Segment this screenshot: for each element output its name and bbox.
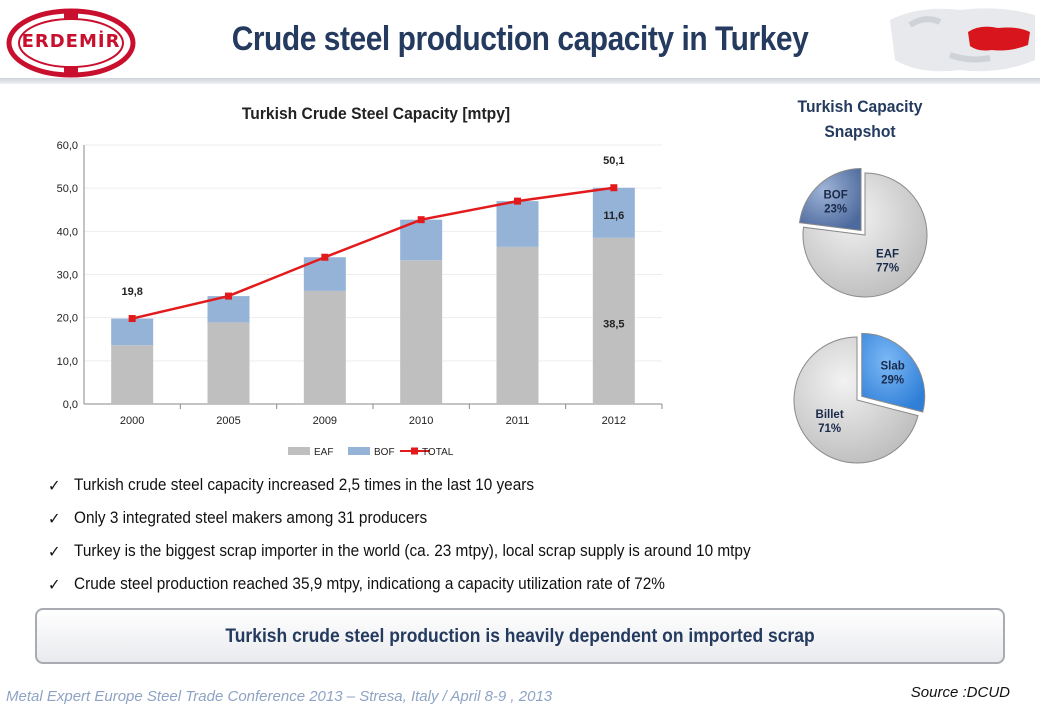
total-line <box>131 186 615 320</box>
y-tick-label: 20,0 <box>57 313 78 325</box>
total-point <box>417 216 425 224</box>
total-point <box>128 315 136 323</box>
pie-slice-slab <box>861 332 926 413</box>
bullet-item: ✓ Turkish crude steel capacity increased … <box>48 476 885 509</box>
x-tick-label: 2000 <box>120 415 144 427</box>
bar-eaf <box>496 246 539 404</box>
y-tick-label: 60,0 <box>57 140 78 152</box>
bar-eaf <box>400 260 443 404</box>
erdemir-logo: ERDEMİR <box>6 8 136 78</box>
check-icon: ✓ <box>48 476 61 495</box>
bullet-text: Crude steel production reached 35,9 mtpy… <box>74 575 665 593</box>
check-icon: ✓ <box>48 542 61 561</box>
check-icon: ✓ <box>48 575 61 594</box>
turkey-map-icon <box>880 0 1040 80</box>
bullet-text: Turkey is the biggest scrap importer in … <box>74 542 751 560</box>
page-title: Crude steel production capacity in Turke… <box>231 20 809 58</box>
legend-swatch-eaf <box>288 447 310 455</box>
pie-slice-percent: 77% <box>876 263 899 275</box>
data-label: 19,8 <box>121 286 142 298</box>
bar-eaf <box>303 290 346 404</box>
y-tick-label: 10,0 <box>57 356 78 368</box>
total-point <box>225 292 232 300</box>
bullet-text: Turkish crude steel capacity increased 2… <box>74 476 535 494</box>
y-tick-label: 50,0 <box>57 183 78 195</box>
pie-slice-percent: 71% <box>818 423 841 435</box>
logo-shape <box>6 8 136 78</box>
footer: Metal Expert Europe Steel Trade Conferen… <box>0 678 1040 720</box>
x-tick-label: 2010 <box>409 415 433 427</box>
logo-text: ERDEMİR <box>21 31 121 52</box>
legend-label: TOTAL <box>422 447 454 458</box>
bullet-item: ✓ Only 3 integrated steel makers among 31… <box>48 509 885 542</box>
bullet-item: ✓ Turkey is the biggest scrap importer in… <box>48 542 885 575</box>
legend-label: EAF <box>314 447 333 458</box>
source-note: Source :DCUD <box>910 684 1010 701</box>
bar-bof <box>592 187 635 238</box>
pie-slice-label: EAF <box>876 249 899 261</box>
legend-swatch-bof <box>348 447 370 455</box>
pie-slice-label: Slab <box>880 360 904 372</box>
x-tick-label: 2012 <box>602 415 626 427</box>
data-label: 38,5 <box>603 318 624 330</box>
y-tick-label: 0,0 <box>63 399 78 411</box>
bar-bof <box>111 318 154 346</box>
bar-bof <box>496 201 539 247</box>
pie-slice-label: Billet <box>816 409 844 421</box>
bullet-item: ✓ Crude steel production reached 35,9 mtp… <box>48 575 885 608</box>
bar-chart-title: Turkish Crude Steel Capacity [mtpy] <box>241 104 511 123</box>
pie-slice-billet <box>793 336 919 464</box>
pie-slice-bof <box>798 167 862 232</box>
legend-marker-total <box>411 447 418 455</box>
header-divider <box>0 78 1040 84</box>
x-tick-label: 2009 <box>313 415 337 427</box>
pie-slice-percent: 23% <box>824 204 847 216</box>
pie-slice-label: BOF <box>823 190 847 202</box>
key-takeaway-text: Turkish crude steel production is heavil… <box>225 626 815 647</box>
pie-slice-percent: 29% <box>881 374 904 386</box>
data-label: 50,1 <box>603 155 624 167</box>
x-tick-label: 2011 <box>506 415 530 427</box>
y-tick-label: 30,0 <box>57 270 78 282</box>
pie-slice-eaf <box>802 172 928 298</box>
x-tick-label: 2005 <box>216 415 240 427</box>
bar-eaf <box>207 322 250 404</box>
bar-eaf <box>111 345 154 404</box>
key-takeaway-box: Turkish crude steel production is heavil… <box>35 608 1005 664</box>
bar-chart: 0,0 10,0 20,0 30,0 40,0 50,0 60,0 2000 2005 2009 2… <box>57 140 663 458</box>
total-point <box>514 197 521 205</box>
pie-charts: BOF 23% EAF 77% Slab 29% Billet 71% <box>793 167 928 464</box>
conference-note: Metal Expert Europe Steel Trade Conferen… <box>6 688 553 705</box>
data-label: 11,6 <box>603 210 624 222</box>
y-tick-label: 40,0 <box>57 226 78 238</box>
bullet-list: ✓ Turkish crude steel capacity increased … <box>48 476 948 608</box>
snapshot-title: Turkish Capacity Snapshot <box>797 97 923 141</box>
bar-eaf <box>592 237 635 404</box>
total-point <box>610 184 618 192</box>
bullet-text: Only 3 integrated steel makers among 31 … <box>74 509 428 527</box>
total-point <box>321 253 329 261</box>
legend-label: BOF <box>374 447 395 458</box>
check-icon: ✓ <box>48 509 61 528</box>
